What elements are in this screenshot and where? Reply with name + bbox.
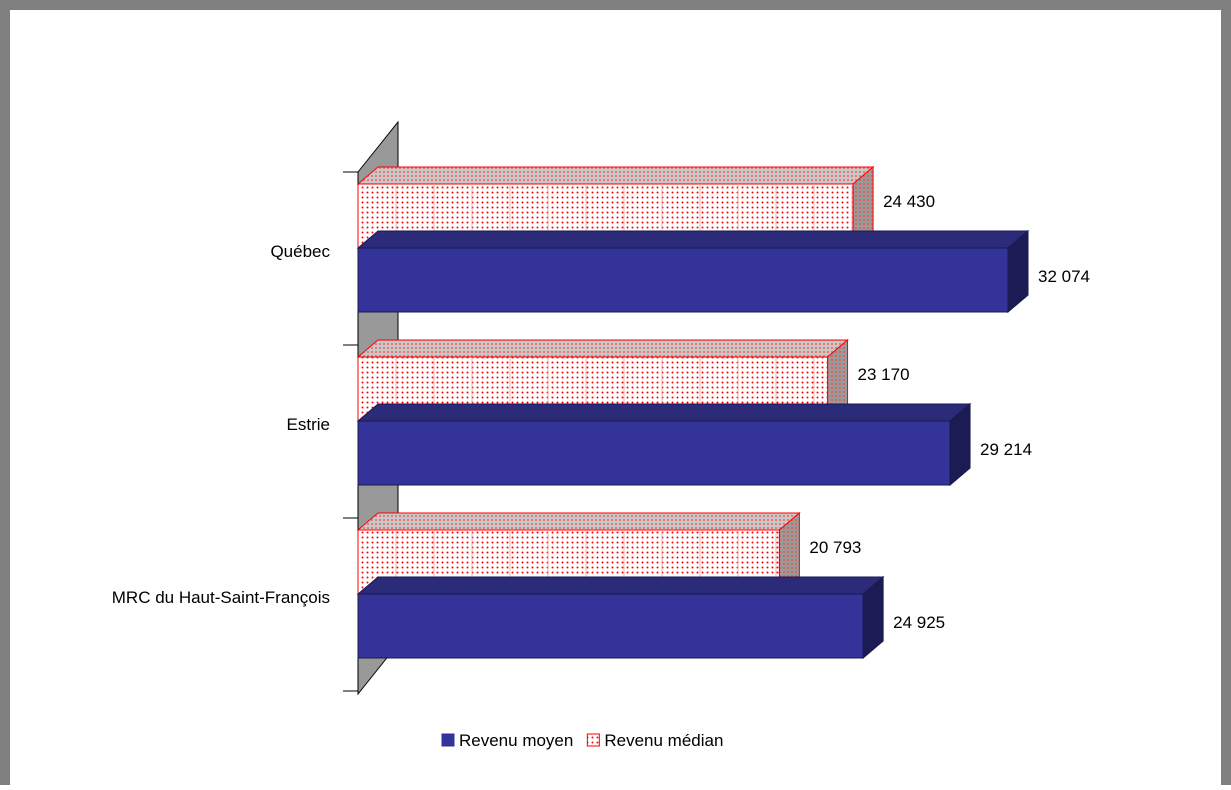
category-label-quebec: Québec: [270, 242, 330, 261]
data-label-revenu-moyen-quebec: 32 074: [1038, 267, 1090, 286]
legend-label-revenu-moyen: Revenu moyen: [459, 731, 573, 750]
legend-item-revenu-moyen: Revenu moyen: [441, 731, 573, 750]
legend-item-revenu-median: Revenu médian: [586, 731, 723, 750]
legend-label-revenu-median: Revenu médian: [604, 731, 723, 750]
legend-swatch-revenu-moyen: [441, 733, 455, 747]
category-label-mrc-du-haut-saint-francois: MRC du Haut-Saint-François: [112, 588, 330, 607]
bar-revenu-moyen-estrie: [356, 402, 972, 487]
data-label-revenu-median-quebec: 24 430: [883, 192, 935, 211]
bar-revenu-moyen-mrc-du-haut-saint-francois: [356, 575, 885, 660]
legend-swatch-revenu-median: [586, 733, 600, 747]
data-label-revenu-median-mrc-du-haut-saint-francois: 20 793: [809, 538, 861, 557]
category-label-estrie: Estrie: [287, 415, 330, 434]
data-label-revenu-median-estrie: 23 170: [858, 365, 910, 384]
bar-chart: 24 430 32 074 Québec 23 170 29 214 Estrie 20 7…: [112, 120, 1090, 750]
bar-revenu-moyen-quebec: [356, 229, 1030, 314]
data-label-revenu-moyen-estrie: 29 214: [980, 440, 1032, 459]
data-label-revenu-moyen-mrc-du-haut-saint-francois: 24 925: [893, 613, 945, 632]
